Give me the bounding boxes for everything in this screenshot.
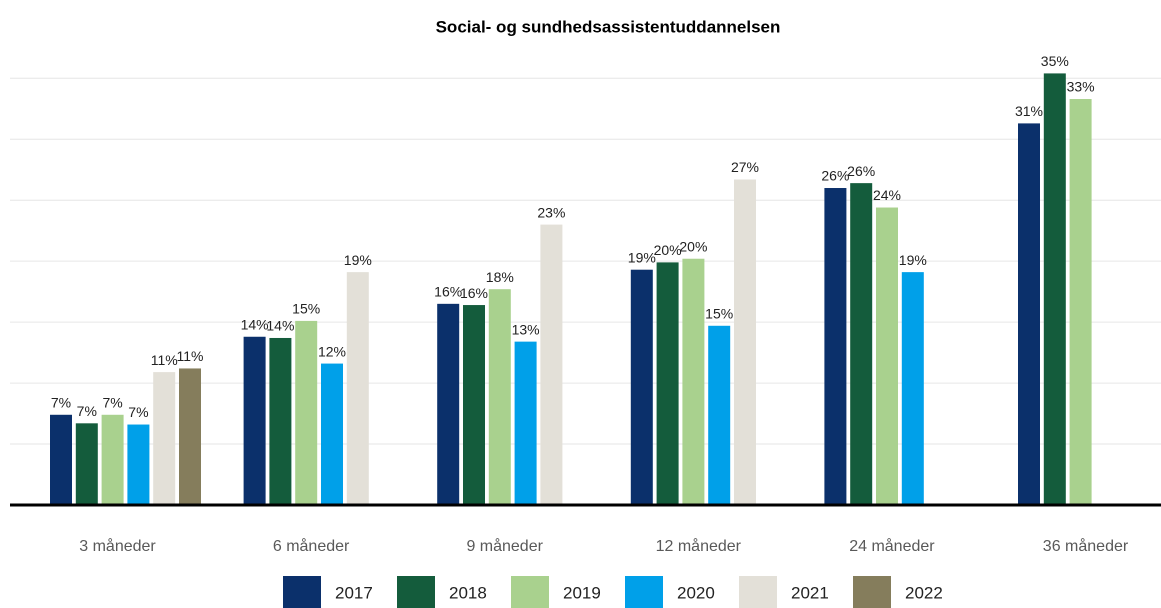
x-tick-label: 3 måneder	[79, 537, 156, 555]
data-label: 7%	[77, 403, 97, 419]
data-label: 18%	[486, 269, 514, 285]
bar	[463, 305, 485, 505]
data-label: 12%	[318, 343, 346, 359]
x-tick-label: 6 måneder	[273, 537, 350, 555]
data-label: 16%	[460, 285, 488, 301]
legend-label: 2019	[563, 583, 601, 602]
x-tick-label: 24 måneder	[849, 537, 935, 555]
bar	[876, 207, 898, 505]
data-label: 19%	[344, 252, 372, 268]
bar	[346, 272, 369, 505]
legend-label: 2018	[449, 583, 487, 602]
legend-label: 2017	[335, 583, 373, 602]
data-label: 20%	[654, 242, 682, 258]
bar	[75, 423, 98, 505]
bar	[243, 336, 266, 505]
legend-label: 2021	[791, 583, 829, 602]
bar	[540, 224, 563, 505]
data-label: 7%	[102, 394, 122, 410]
bar	[682, 258, 705, 505]
bar	[901, 272, 924, 505]
bar	[127, 424, 150, 505]
bar	[1043, 73, 1066, 506]
data-label: 23%	[537, 204, 565, 220]
legend-swatch	[511, 576, 549, 608]
bar	[179, 368, 201, 505]
bar	[1069, 99, 1092, 505]
legend-label: 2022	[905, 583, 943, 602]
legend-swatch	[397, 576, 435, 608]
bar	[50, 414, 72, 505]
bar	[824, 188, 847, 505]
data-label: 16%	[434, 284, 462, 300]
data-label: 14%	[266, 318, 294, 334]
data-label: 14%	[241, 316, 269, 332]
data-label: 20%	[679, 238, 707, 254]
legend-swatch	[283, 576, 321, 608]
bar	[269, 337, 292, 505]
data-label: 19%	[628, 249, 656, 265]
bar	[437, 303, 460, 505]
data-label: 27%	[731, 159, 759, 175]
data-label: 35%	[1041, 53, 1069, 69]
data-label: 13%	[512, 321, 540, 337]
bar	[656, 262, 679, 505]
x-tick-label: 9 måneder	[466, 537, 543, 555]
bar	[708, 325, 731, 505]
legend-swatch	[853, 576, 891, 608]
legend-swatch	[625, 576, 663, 608]
bar	[734, 179, 756, 506]
data-label: 7%	[128, 404, 148, 420]
data-label: 11%	[177, 348, 204, 364]
data-label: 15%	[705, 305, 733, 321]
legend-label: 2020	[677, 583, 715, 602]
bar	[850, 183, 873, 505]
x-tick-label: 12 måneder	[656, 537, 742, 555]
data-label: 19%	[899, 252, 927, 268]
data-label: 24%	[873, 187, 901, 203]
bar	[295, 320, 318, 505]
x-tick-label: 36 måneder	[1043, 537, 1129, 555]
data-label: 31%	[1015, 103, 1043, 119]
bar	[101, 414, 124, 505]
chart-title: Social- og sundhedsassistentuddannelsen	[436, 17, 781, 36]
bar	[514, 341, 537, 505]
data-label: 11%	[151, 352, 178, 368]
data-label: 33%	[1067, 79, 1095, 95]
data-label: 26%	[821, 168, 849, 184]
bar	[1018, 123, 1040, 505]
data-label: 26%	[847, 163, 875, 179]
legend-swatch	[739, 576, 777, 608]
data-label: 7%	[51, 394, 71, 410]
bar	[488, 289, 511, 505]
data-label: 15%	[292, 301, 320, 317]
bar	[630, 269, 653, 505]
bar	[321, 363, 343, 505]
bar	[153, 372, 176, 505]
